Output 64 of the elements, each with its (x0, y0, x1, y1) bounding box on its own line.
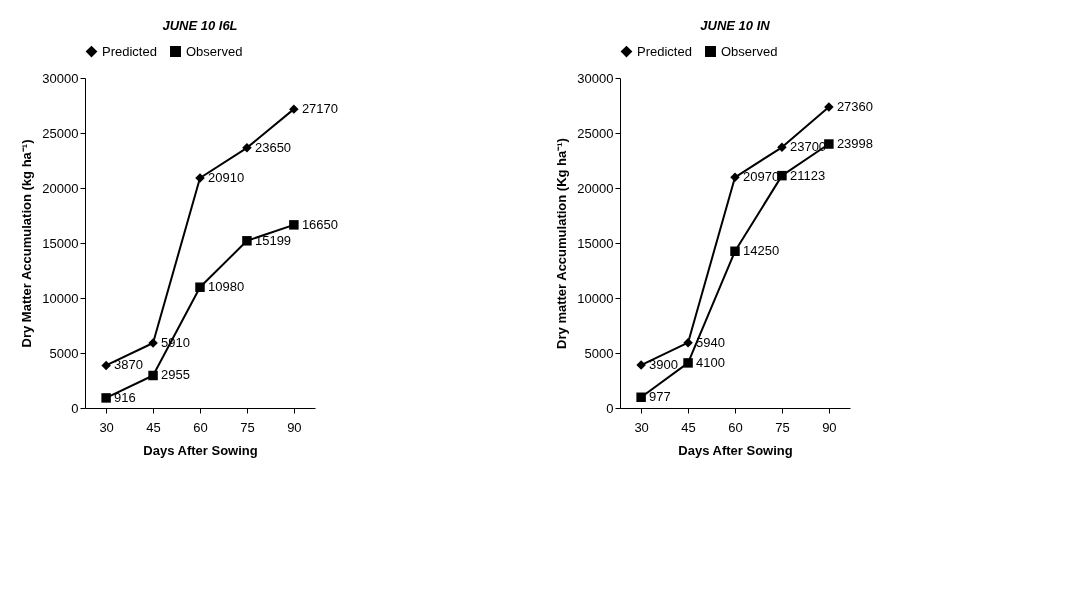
point (683, 337, 693, 348)
y-axis-title: Dry Matter Accumulation (kg ha⁻¹) (19, 139, 35, 348)
point (777, 142, 787, 153)
point (683, 358, 693, 368)
y-tick-label: 5000 (49, 345, 79, 361)
y-tick-label: 0 (71, 400, 79, 416)
y-tick-label: 25000 (42, 125, 79, 141)
y-tick-label: 15000 (42, 235, 79, 251)
data-label: 4100 (696, 354, 725, 370)
point (101, 360, 111, 371)
y-tick-label: 25000 (577, 125, 614, 141)
legend-label: Predicted (637, 43, 692, 59)
point (289, 220, 299, 230)
data-label: 977 (649, 389, 671, 405)
y-tick-label: 0 (606, 400, 614, 416)
y-tick-label: 30000 (42, 70, 79, 86)
y-tick-label: 30000 (577, 70, 614, 86)
data-label: 21123 (789, 167, 826, 183)
data-label: 23998 (836, 136, 874, 152)
y-tick-label: 5000 (584, 345, 614, 361)
chart-title: JUNE 10 IN (700, 18, 771, 33)
x-tick-label: 60 (193, 419, 208, 435)
x-tick-label: 75 (775, 419, 790, 435)
legend-label: Observed (186, 43, 243, 59)
legend-label: Observed (721, 43, 778, 59)
y-tick-label: 20000 (577, 180, 614, 196)
data-label: 14250 (743, 243, 780, 259)
data-label: 27170 (301, 101, 339, 117)
x-tick-label: 90 (822, 419, 837, 435)
data-label: 16650 (301, 216, 339, 232)
data-label: 2955 (161, 367, 190, 383)
point (101, 393, 111, 403)
x-tick-label: 30 (99, 419, 114, 435)
data-label: 23650 (254, 139, 292, 155)
point (242, 236, 252, 246)
data-label: 20970 (743, 169, 780, 185)
y-axis-title: Dry matter Accumulation (Kg ha⁻¹) (554, 138, 570, 349)
legend-label: Predicted (102, 43, 157, 59)
x-axis-title: Days After Sowing (678, 442, 793, 458)
data-label: 3870 (114, 357, 144, 373)
point (195, 282, 205, 292)
data-label: 5940 (696, 334, 725, 350)
data-label: 3900 (649, 357, 679, 373)
data-label: 916 (114, 389, 136, 405)
data-label: 15199 (254, 232, 292, 248)
y-tick-label: 20000 (42, 180, 79, 196)
point (148, 370, 158, 381)
x-tick-label: 30 (634, 419, 649, 435)
x-tick-label: 45 (681, 419, 696, 435)
x-tick-label: 90 (287, 419, 302, 435)
point (636, 392, 646, 402)
data-label: 10980 (208, 279, 245, 295)
point (730, 246, 740, 256)
x-tick-label: 45 (146, 419, 161, 435)
x-axis-title: Days After Sowing (143, 442, 258, 458)
x-tick-label: 60 (728, 419, 743, 435)
chart-title: JUNE 10 I6L (162, 18, 238, 33)
data-label: 20910 (208, 169, 245, 185)
x-tick-label: 75 (240, 419, 255, 435)
data-label: 27360 (836, 99, 874, 115)
y-tick-label: 15000 (577, 235, 614, 251)
y-tick-label: 10000 (577, 290, 614, 306)
y-tick-label: 10000 (42, 290, 79, 306)
point (730, 172, 740, 183)
